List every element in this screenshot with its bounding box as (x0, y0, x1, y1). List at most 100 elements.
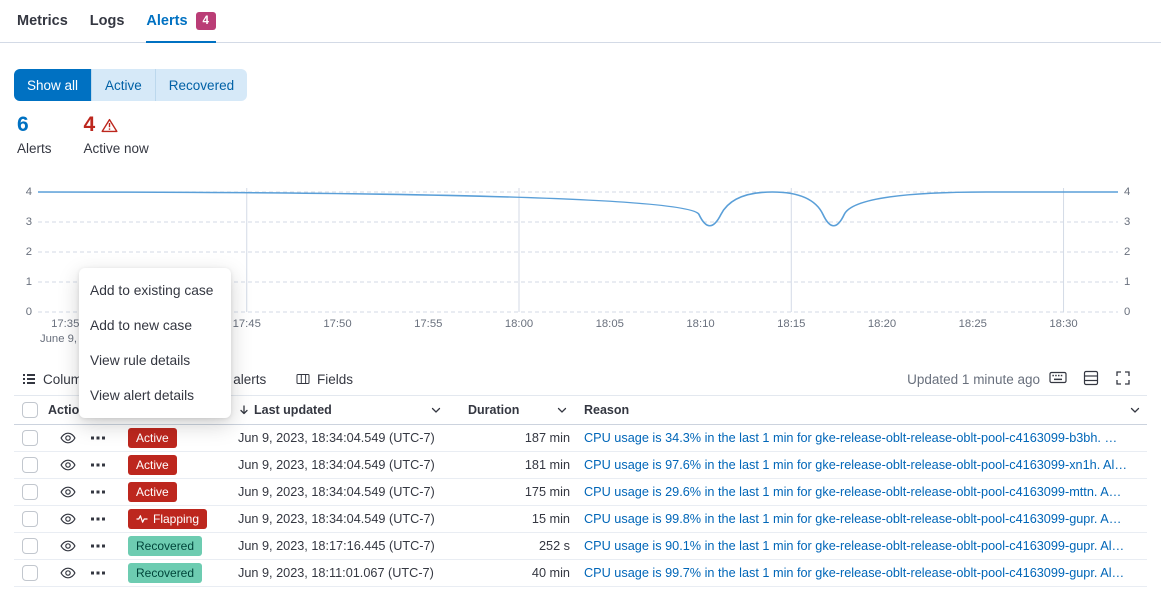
x-axis-tick-label: 17:45 (232, 318, 261, 330)
status-badge: Active (128, 428, 177, 448)
row-checkbox[interactable] (22, 565, 38, 581)
x-axis-tick-label: 18:25 (958, 318, 987, 330)
filter-show-all-button[interactable]: Show all (14, 69, 92, 101)
keyboard-icon (1049, 370, 1067, 388)
table-body: Active Jun 9, 2023, 18:34:04.549 (UTC-7)… (14, 425, 1147, 587)
alerts-summary: 6 Alerts 4 Active now (17, 112, 149, 156)
row-actions-cell: Flapping (44, 509, 234, 529)
status-badge: Recovered (128, 563, 203, 583)
table-toolbar: Columns 6 alerts Fields Updated 1 minute… (0, 364, 1161, 394)
filter-recovered-button[interactable]: Recovered (154, 69, 248, 101)
table-row: Recovered Jun 9, 2023, 18:11:01.067 (UTC… (14, 560, 1147, 587)
x-axis-tick-label: 18:10 (686, 318, 715, 330)
reason-link[interactable]: CPU usage is 99.7% in the last 1 min for… (584, 566, 1125, 580)
context-menu-item-view-alert-details[interactable]: View alert details (90, 388, 195, 403)
last-updated-cell: Jun 9, 2023, 18:34:04.549 (UTC-7) (238, 485, 435, 499)
reason-link[interactable]: CPU usage is 90.1% in the last 1 min for… (584, 539, 1125, 553)
row-actions-cell: Active (44, 428, 234, 448)
x-axis-tick-label: 18:15 (777, 318, 806, 330)
view-alert-eye-icon[interactable] (60, 538, 76, 554)
chevron-down-icon[interactable] (1129, 404, 1141, 416)
fields-button[interactable]: Fields (296, 364, 353, 394)
select-all-checkbox[interactable] (22, 402, 38, 418)
column-header-last-updated[interactable]: Last updated (234, 396, 448, 424)
total-alerts-label: Alerts (17, 141, 52, 156)
row-checkbox[interactable] (22, 511, 38, 527)
view-alert-eye-icon[interactable] (60, 511, 76, 527)
reason-link[interactable]: CPU usage is 34.3% in the last 1 min for… (584, 431, 1118, 445)
y-axis-tick-label: 0 (25, 306, 32, 318)
x-axis-tick-label: 17:55 (414, 318, 443, 330)
stat-total-alerts: 6 Alerts (17, 112, 52, 156)
last-updated-cell: Jun 9, 2023, 18:34:04.549 (UTC-7) (238, 431, 435, 445)
more-actions-icon[interactable] (90, 565, 106, 581)
alerts-count-badge: 4 (195, 11, 216, 30)
keyboard-shortcuts-button[interactable] (1049, 364, 1067, 394)
context-menu-item-add-to-existing-case[interactable]: Add to existing case (90, 283, 214, 298)
row-actions-cell: Active (44, 482, 234, 502)
last-updated-cell: Jun 9, 2023, 18:17:16.445 (UTC-7) (238, 539, 435, 553)
last-updated-status: Updated 1 minute ago (907, 364, 1040, 394)
duration-cell: 181 min (524, 458, 570, 472)
view-alert-eye-icon[interactable] (60, 430, 76, 446)
status-badge: Active (128, 482, 177, 502)
row-checkbox[interactable] (22, 538, 38, 554)
table-row: Flapping Jun 9, 2023, 18:34:04.549 (UTC-… (14, 506, 1147, 533)
y-axis-left: 0 1 2 3 4 (10, 185, 32, 320)
duration-cell: 175 min (524, 485, 570, 499)
chevron-down-icon[interactable] (556, 404, 568, 416)
row-checkbox[interactable] (22, 457, 38, 473)
duration-header-label: Duration (468, 403, 520, 417)
actions-context-menu: Add to existing case Add to new case View … (79, 268, 231, 418)
context-menu-item-add-to-new-case[interactable]: Add to new case (90, 318, 193, 333)
tab-logs[interactable]: Logs (90, 0, 125, 42)
sort-descending-icon (238, 404, 250, 416)
columns-icon (22, 372, 36, 386)
y-axis-tick-label: 1 (1124, 276, 1131, 288)
x-axis-tick-label: 18:00 (504, 318, 534, 330)
active-now-value: 4 (83, 113, 96, 136)
warning-icon (101, 118, 118, 133)
x-axis-tick-label: 17:50 (323, 318, 352, 330)
filter-active-button[interactable]: Active (91, 69, 155, 101)
row-checkbox[interactable] (22, 430, 38, 446)
alerts-line-plot (37, 188, 1118, 313)
more-actions-icon[interactable] (90, 430, 106, 446)
more-actions-icon[interactable] (90, 511, 106, 527)
y-axis-tick-label: 3 (1124, 216, 1131, 228)
tab-metrics[interactable]: Metrics (17, 0, 68, 42)
alert-count-text: 6 alerts (222, 371, 267, 387)
view-alert-eye-icon[interactable] (60, 457, 76, 473)
display-options-button[interactable] (1083, 364, 1099, 394)
table-row: Active Jun 9, 2023, 18:34:04.549 (UTC-7)… (14, 425, 1147, 452)
reason-link[interactable]: CPU usage is 29.6% in the last 1 min for… (584, 485, 1122, 499)
y-axis-tick-label: 2 (1124, 246, 1131, 258)
column-header-duration[interactable]: Duration (448, 396, 570, 424)
fullscreen-button[interactable] (1115, 364, 1131, 394)
y-axis-tick-label: 4 (25, 186, 32, 198)
row-checkbox[interactable] (22, 484, 38, 500)
status-badge-label: Recovered (136, 539, 195, 553)
alert-count-label: 6 alerts (222, 364, 266, 394)
status-badge: Recovered (128, 536, 203, 556)
x-axis-tick-label: 17:35 (51, 318, 80, 330)
last-updated-status-text: Updated 1 minute ago (907, 371, 1040, 387)
view-alert-eye-icon[interactable] (60, 565, 76, 581)
more-actions-icon[interactable] (90, 538, 106, 554)
display-options-icon (1083, 370, 1099, 389)
chevron-down-icon[interactable] (430, 404, 442, 416)
tab-alerts[interactable]: Alerts 4 (146, 0, 216, 43)
reason-link[interactable]: CPU usage is 99.8% in the last 1 min for… (584, 512, 1122, 526)
tab-alerts-label: Alerts (146, 12, 188, 29)
status-badge-label: Flapping (153, 512, 200, 526)
reason-link[interactable]: CPU usage is 97.6% in the last 1 min for… (584, 458, 1128, 472)
duration-cell: 252 s (538, 539, 570, 553)
x-axis-tick-label: 18:05 (595, 318, 624, 330)
context-menu-item-view-rule-details[interactable]: View rule details (90, 353, 191, 368)
last-updated-cell: Jun 9, 2023, 18:34:04.549 (UTC-7) (238, 458, 435, 472)
more-actions-icon[interactable] (90, 457, 106, 473)
view-alert-eye-icon[interactable] (60, 484, 76, 500)
more-actions-icon[interactable] (90, 484, 106, 500)
column-header-reason[interactable]: Reason (570, 396, 1147, 424)
duration-cell: 40 min (531, 566, 570, 580)
